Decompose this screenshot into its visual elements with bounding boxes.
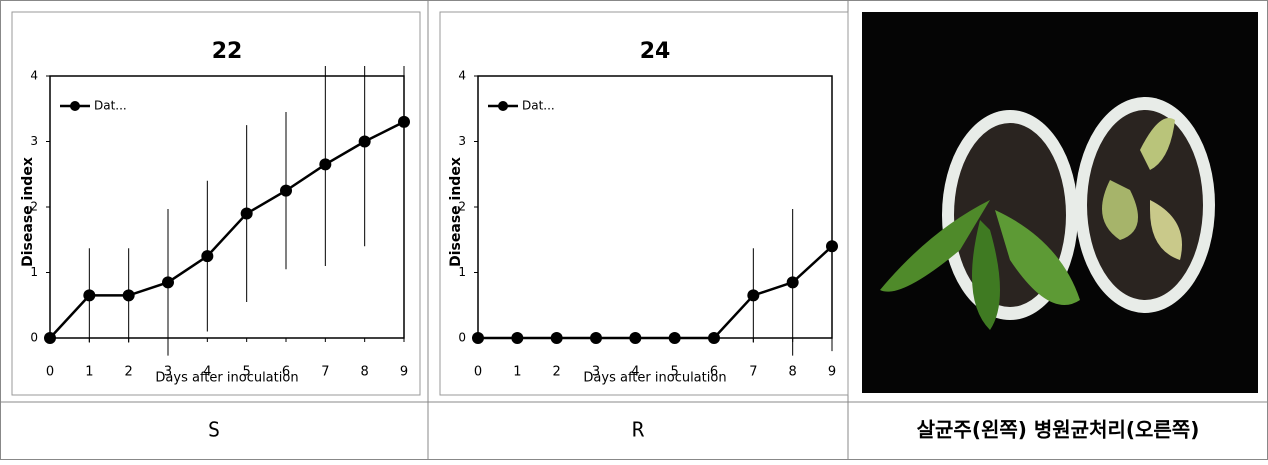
legend-label: Dat... <box>94 99 127 113</box>
data-point <box>629 332 641 344</box>
y-tick-label: 0 <box>458 331 466 345</box>
y-tick-label: 0 <box>30 331 38 345</box>
caption: 살균주(왼쪽) 병원균처리(오른쪽) <box>917 418 1200 442</box>
data-point <box>83 289 95 301</box>
x-tick-label: 0 <box>46 365 54 380</box>
data-point <box>44 332 56 344</box>
y-axis-label: Disease index <box>448 157 464 267</box>
x-tick-label: 2 <box>125 365 133 380</box>
plot-frame <box>478 76 832 338</box>
chart-title: 24 <box>640 39 671 64</box>
plot-frame <box>50 76 404 338</box>
data-point <box>241 208 253 220</box>
x-axis-label: Days after inoculation <box>155 371 298 386</box>
caption: S <box>208 418 220 442</box>
y-tick-label: 3 <box>458 134 466 148</box>
data-line <box>478 246 832 338</box>
x-tick-label: 0 <box>474 365 482 380</box>
data-point <box>708 332 720 344</box>
x-tick-label: 7 <box>321 365 329 380</box>
data-point <box>669 332 681 344</box>
data-point <box>162 276 174 288</box>
data-point <box>359 136 371 148</box>
x-tick-label: 8 <box>361 365 369 380</box>
data-point <box>826 240 838 252</box>
y-axis-label: Disease index <box>20 157 36 267</box>
x-tick-label: 9 <box>828 365 836 380</box>
data-point <box>123 289 135 301</box>
data-point <box>398 116 410 128</box>
data-point <box>747 289 759 301</box>
page: S R 살균주(왼쪽) 병원균처리(오른쪽) 22012340123456789… <box>0 0 1268 461</box>
x-tick-label: 1 <box>85 365 93 380</box>
data-point <box>787 276 799 288</box>
x-tick-label: 1 <box>513 365 521 380</box>
legend-label: Dat... <box>522 99 555 113</box>
x-axis-label: Days after inoculation <box>583 371 726 386</box>
x-tick-label: 9 <box>400 365 408 380</box>
x-tick-label: 7 <box>749 365 757 380</box>
y-tick-label: 4 <box>30 69 38 83</box>
data-point <box>511 332 523 344</box>
data-point <box>472 332 484 344</box>
y-tick-label: 4 <box>458 69 466 83</box>
legend-marker <box>70 101 80 111</box>
data-point <box>201 250 213 262</box>
photo <box>862 12 1258 393</box>
data-line <box>50 122 404 338</box>
data-point <box>280 185 292 197</box>
data-point <box>319 158 331 170</box>
data-point <box>590 332 602 344</box>
data-point <box>551 332 563 344</box>
y-tick-label: 3 <box>30 134 38 148</box>
chart-title: 22 <box>212 39 243 64</box>
caption: R <box>632 418 645 442</box>
legend-marker <box>498 101 508 111</box>
x-tick-label: 2 <box>553 365 561 380</box>
x-tick-label: 8 <box>789 365 797 380</box>
